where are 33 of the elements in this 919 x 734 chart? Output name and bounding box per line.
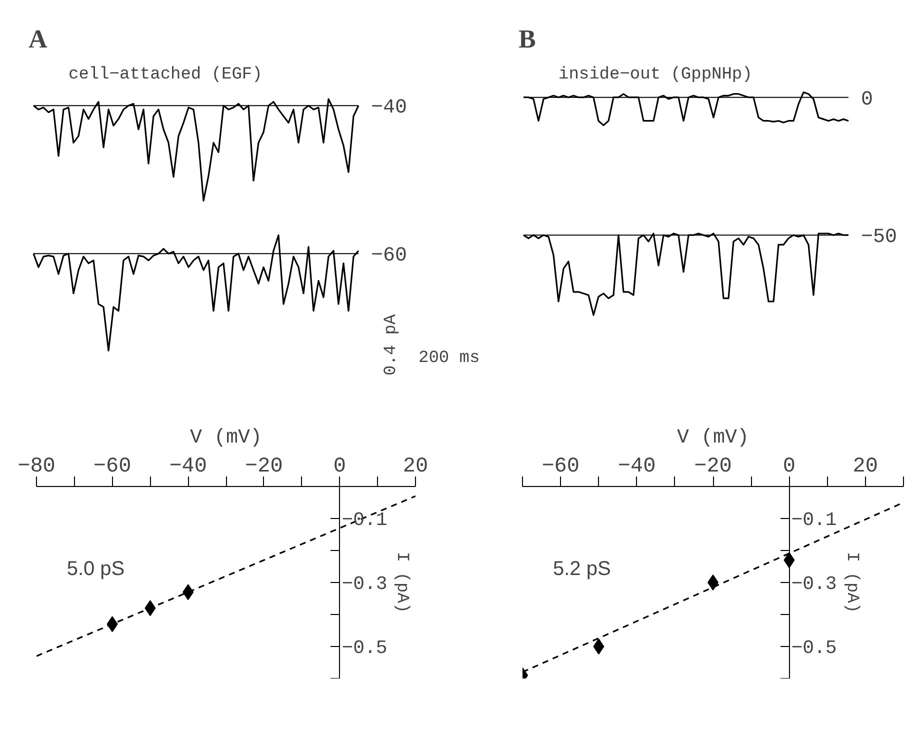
- x-tick-label: −40: [618, 456, 656, 478]
- text: 0.4 pA: [382, 313, 401, 376]
- ref-line-label: −50: [861, 226, 898, 250]
- x-tick-label: 0: [782, 456, 796, 478]
- x-tick-label: 0: [333, 456, 346, 478]
- x-axis-title: V (mV): [190, 426, 262, 450]
- y-tick-label: −0.3: [342, 573, 388, 595]
- ref-line-label: 0: [861, 88, 874, 112]
- chart-title: B: [518, 24, 536, 54]
- y-tick-label: −0.5: [791, 637, 837, 659]
- chart-subtitle: inside−out (GppNHp): [558, 66, 752, 84]
- y-tick-label: −0.1: [342, 509, 388, 531]
- x-tick-label: −40: [169, 456, 208, 478]
- x-tick-label: 20: [852, 456, 878, 478]
- annotation: 5.0 pS: [66, 558, 125, 580]
- x-tick-label: −60: [542, 456, 580, 478]
- y-tick-label: −0.1: [791, 509, 837, 531]
- x-tick-label: −60: [93, 456, 132, 478]
- x-axis-title: V (mV): [676, 426, 750, 450]
- y-axis-title: I (pA): [392, 552, 412, 614]
- ref-line-label: −40: [371, 96, 408, 120]
- y-axis-title: I (pA): [842, 552, 862, 614]
- chart-subtitle: cell−attached (EGF): [68, 66, 262, 84]
- x-tick-label: −20: [694, 456, 732, 478]
- chart-title: A: [28, 24, 48, 54]
- text: 200 ms: [418, 349, 480, 368]
- ref-line-label: −60: [371, 244, 408, 268]
- x-tick-label: −80: [18, 456, 56, 478]
- x-tick-label: −20: [244, 456, 283, 478]
- y-tick-label: −0.3: [791, 573, 837, 595]
- annotation: 5.2 pS: [552, 558, 611, 580]
- y-tick-label: −0.5: [342, 637, 388, 659]
- x-tick-label: 20: [402, 456, 428, 478]
